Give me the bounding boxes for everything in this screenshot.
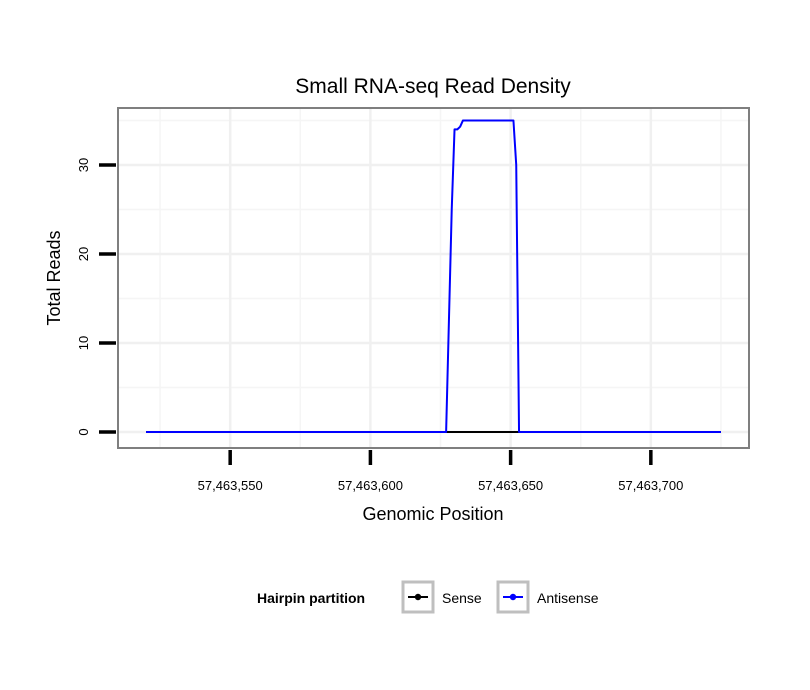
legend-label-antisense: Antisense (537, 590, 599, 606)
y-tick-label: 30 (76, 158, 91, 172)
series-line-antisense (146, 119, 721, 433)
chart-title: Small RNA-seq Read Density (295, 75, 571, 98)
x-tick-label: 57,463,600 (338, 478, 403, 493)
y-axis-label: Total Reads (44, 230, 64, 325)
legend-item-antisense: Antisense (496, 580, 599, 614)
y-tick-label: 10 (76, 336, 91, 350)
y-tick-label: 20 (76, 247, 91, 261)
plot-panel (118, 108, 749, 448)
y-axis: 0 10 20 30 (76, 158, 116, 436)
legend-title: Hairpin partition (257, 590, 365, 606)
plot-panel-border (117, 107, 750, 449)
legend: Hairpin partition Sense Antisense (257, 580, 599, 614)
legend-label-sense: Sense (442, 590, 482, 606)
y-tick-label: 0 (76, 428, 91, 435)
x-tick-label: 57,463,650 (478, 478, 543, 493)
legend-key-antisense-point (509, 593, 517, 601)
series-lines (146, 119, 721, 433)
x-axis: 57,463,550 57,463,600 57,463,650 57,463,700 (198, 450, 683, 493)
x-axis-label: Genomic Position (362, 504, 503, 524)
legend-key-antisense (496, 580, 530, 614)
legend-item-sense: Sense (401, 580, 482, 614)
x-tick-label: 57,463,700 (618, 478, 683, 493)
x-tick-label: 57,463,550 (198, 478, 263, 493)
legend-key-sense-point (414, 593, 422, 601)
